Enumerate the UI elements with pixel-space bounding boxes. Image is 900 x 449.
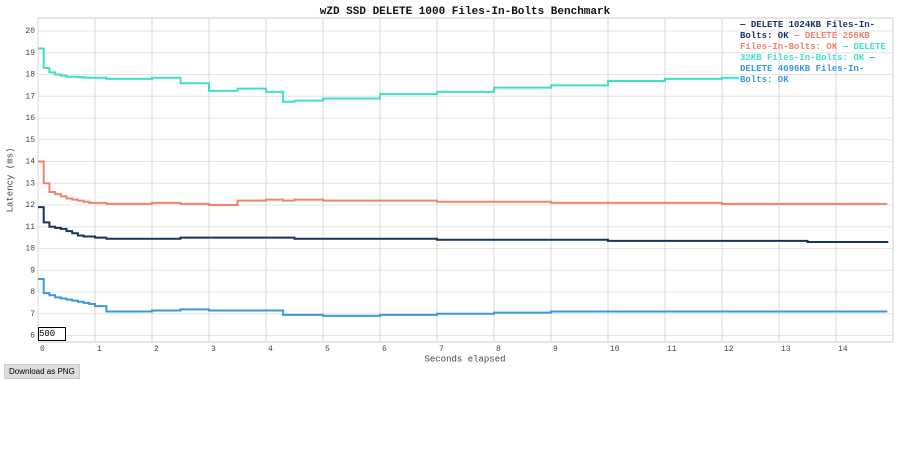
y-tick-label: 10 xyxy=(25,245,35,254)
x-tick-label: 14 xyxy=(838,345,848,354)
y-tick-label: 14 xyxy=(25,158,35,167)
legend-label[interactable]: DELETE 1024KB Files-In-Bolts: OK xyxy=(740,20,876,41)
range-box[interactable]: 500 xyxy=(38,327,66,341)
y-tick-label: 6 xyxy=(30,332,35,341)
download-button[interactable]: Download as PNG xyxy=(4,364,80,379)
x-tick-label: 3 xyxy=(211,345,216,354)
x-tick-label: 2 xyxy=(154,345,159,354)
legend-swatch: — xyxy=(869,53,876,63)
x-axis-label: Seconds elapsed xyxy=(424,354,505,364)
x-tick-label: 7 xyxy=(439,345,444,354)
y-tick-label: 13 xyxy=(25,179,35,188)
x-tick-label: 6 xyxy=(382,345,387,354)
x-tick-label: 10 xyxy=(610,345,620,354)
y-tick-label: 8 xyxy=(30,288,35,297)
series-line xyxy=(38,47,740,103)
y-tick-label: 18 xyxy=(25,71,35,80)
y-tick-label: 20 xyxy=(25,27,35,36)
x-tick-label: 13 xyxy=(781,345,791,354)
chart-title: wZD SSD DELETE 1000 Files-In-Bolts Bench… xyxy=(320,6,611,18)
legend-label[interactable]: DELETE 4096KB Files-In-Bolts: OK xyxy=(740,64,865,85)
series-line xyxy=(38,277,888,317)
x-tick-label: 9 xyxy=(553,345,558,354)
y-axis-label: Latency (ms) xyxy=(5,148,15,213)
x-tick-label: 5 xyxy=(325,345,330,354)
y-tick-label: 11 xyxy=(25,223,35,232)
y-tick-label: 17 xyxy=(25,92,35,101)
x-tick-label: 11 xyxy=(667,345,677,354)
legend-swatch: — xyxy=(794,31,805,41)
y-tick-label: 12 xyxy=(25,201,35,210)
y-tick-label: 16 xyxy=(25,114,35,123)
plot-area xyxy=(37,17,894,343)
y-tick-label: 15 xyxy=(25,136,35,145)
x-tick-label: 0 xyxy=(40,345,45,354)
legend-swatch: — xyxy=(740,20,751,30)
legend-label[interactable]: DELETE 32KB Files-In-Bolts: OK xyxy=(740,42,886,63)
x-tick-label: 12 xyxy=(724,345,734,354)
y-tick-label: 9 xyxy=(30,266,35,275)
legend-swatch: — xyxy=(842,42,854,52)
series-line xyxy=(38,206,889,244)
x-tick-label: 4 xyxy=(268,345,273,354)
x-tick-label: 1 xyxy=(97,345,102,354)
series-line xyxy=(38,160,888,207)
legend: — DELETE 1024KB Files-In-Bolts: OK — DEL… xyxy=(740,20,890,86)
y-tick-label: 19 xyxy=(25,49,35,58)
legend-label[interactable]: DELETE 256KB Files-In-Bolts: OK xyxy=(740,31,870,52)
x-tick-label: 8 xyxy=(496,345,501,354)
y-tick-label: 7 xyxy=(30,310,35,319)
